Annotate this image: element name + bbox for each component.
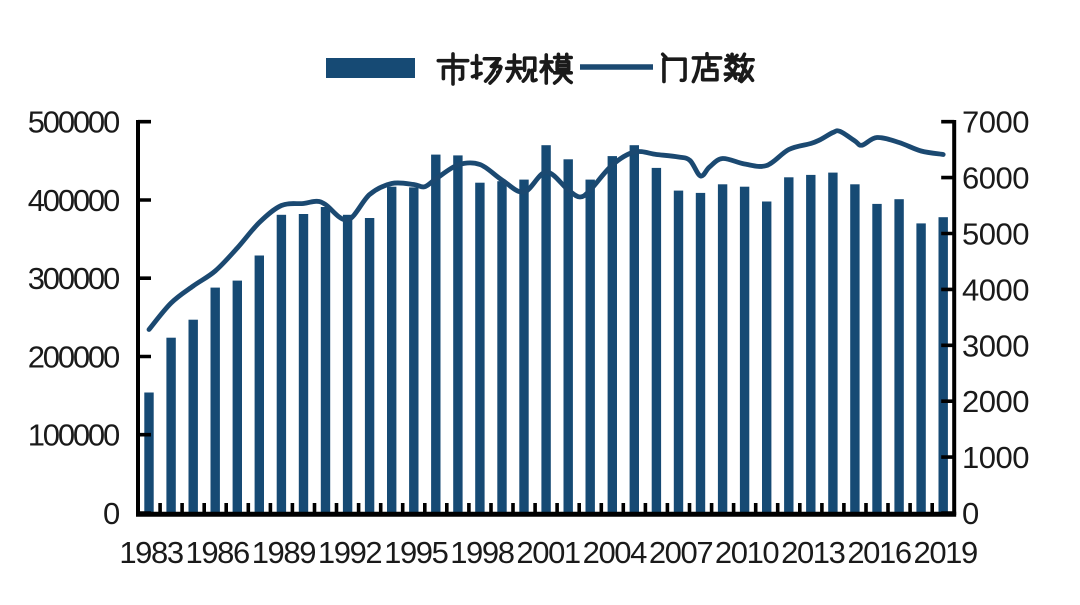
svg-text:4000: 4000 xyxy=(962,272,1029,307)
svg-text:2000: 2000 xyxy=(962,384,1029,419)
svg-text:3000: 3000 xyxy=(962,328,1029,363)
svg-text:7000: 7000 xyxy=(962,105,1029,140)
svg-text:400000: 400000 xyxy=(28,183,120,218)
svg-text:1998: 1998 xyxy=(450,535,514,570)
svg-text:1989: 1989 xyxy=(252,535,316,570)
svg-text:2019: 2019 xyxy=(914,535,978,570)
svg-text:2013: 2013 xyxy=(781,535,845,570)
svg-text:0: 0 xyxy=(103,496,120,531)
svg-text:5000: 5000 xyxy=(962,217,1029,252)
svg-text:2001: 2001 xyxy=(516,535,580,570)
svg-text:500000: 500000 xyxy=(28,105,120,140)
svg-text:1983: 1983 xyxy=(119,535,183,570)
svg-text:2010: 2010 xyxy=(715,535,780,570)
svg-text:1992: 1992 xyxy=(318,535,382,570)
svg-text:300000: 300000 xyxy=(28,261,120,296)
svg-text:2016: 2016 xyxy=(847,535,911,570)
svg-text:200000: 200000 xyxy=(28,340,120,375)
svg-text:2007: 2007 xyxy=(649,535,713,570)
svg-text:1000: 1000 xyxy=(962,440,1029,475)
svg-text:6000: 6000 xyxy=(962,161,1029,196)
svg-text:0: 0 xyxy=(962,496,979,531)
svg-text:1986: 1986 xyxy=(186,535,250,570)
svg-text:100000: 100000 xyxy=(28,418,120,453)
svg-text:1995: 1995 xyxy=(384,535,448,570)
svg-text:2004: 2004 xyxy=(583,535,648,570)
